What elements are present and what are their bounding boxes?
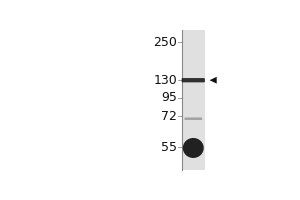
Text: 130: 130 [153,74,177,87]
Bar [182,30,205,170]
Ellipse shape [183,138,204,158]
Text: 72: 72 [161,110,177,123]
Text: 55: 55 [161,141,177,154]
Text: 250: 250 [153,36,177,49]
FancyBboxPatch shape [184,117,202,120]
Text: 95: 95 [161,91,177,104]
Polygon shape [210,77,217,84]
FancyBboxPatch shape [182,78,205,82]
